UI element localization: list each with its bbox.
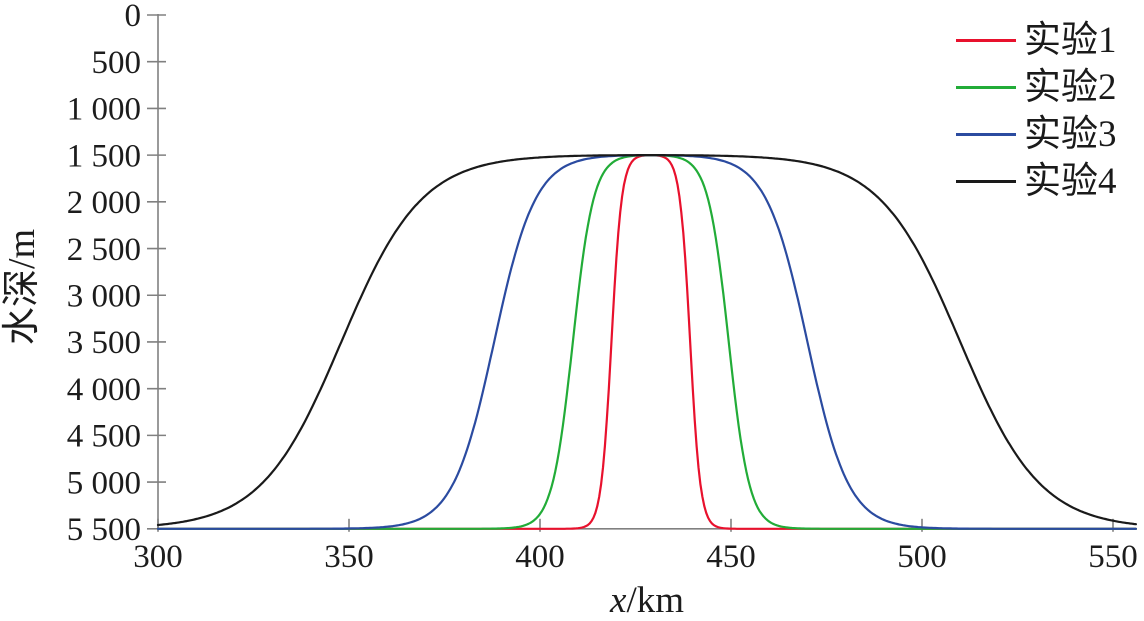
x-tick-label: 550: [1088, 539, 1138, 575]
x-axis-title: x/km: [609, 580, 684, 621]
exp2-line-swatch: [956, 86, 1016, 89]
y-tick-label: 3 500: [67, 325, 141, 361]
legend-label-exp1: 实验1: [1024, 20, 1117, 61]
y-tick-label: 4 000: [67, 372, 141, 408]
x-tick-label: 300: [133, 539, 183, 575]
y-tick-label: 5 500: [67, 512, 141, 548]
x-axis-title-unit: /km: [626, 580, 684, 621]
legend-label-exp3: 实验3: [1024, 114, 1117, 155]
y-tick-label: 0: [125, 0, 142, 34]
x-axis-tick-labels: 300 350 400 450 500 550: [133, 539, 1138, 575]
exp4-line-swatch: [956, 180, 1016, 183]
exp1-line-swatch: [956, 39, 1016, 42]
y-tick-label: 2 500: [67, 232, 141, 268]
y-tick-label: 1 000: [67, 92, 141, 128]
y-tick-label: 2 000: [67, 185, 141, 221]
legend-item-exp2: 实验2: [956, 64, 1117, 111]
y-axis-tick-labels: 0 500 1 000 1 500 2 000 2 500 3 000 3 500 4 000 4…: [67, 0, 141, 548]
legend-item-exp1: 实验1: [956, 17, 1117, 64]
curve-实验1: [156, 154, 1138, 530]
x-tick-label: 500: [897, 539, 947, 575]
y-tick-label: 3 000: [67, 278, 141, 314]
exp3-line-swatch: [956, 133, 1016, 136]
y-tick-label: 1 500: [67, 138, 141, 174]
y-tick-label: 5 000: [67, 465, 141, 501]
legend-label-exp4: 实验4: [1024, 161, 1117, 202]
curve-实验4: [156, 154, 1138, 527]
y-axis-title: 水深/m: [1, 229, 43, 345]
legend-label-exp2: 实验2: [1024, 67, 1117, 108]
curve-实验2: [156, 154, 1138, 530]
legend-item-exp3: 实验3: [956, 111, 1117, 158]
data-curves: [156, 154, 1138, 530]
x-tick-label: 400: [515, 539, 565, 575]
x-tick-label: 350: [324, 539, 374, 575]
y-axis-ticks: [147, 14, 166, 530]
x-axis-title-variable: x: [609, 580, 627, 621]
curve-实验3: [156, 154, 1138, 530]
y-tick-label: 4 500: [67, 419, 141, 455]
x-tick-label: 450: [706, 539, 756, 575]
legend-item-exp4: 实验4: [956, 158, 1117, 205]
legend: 实验1 实验2 实验3 实验4: [956, 17, 1117, 205]
y-tick-label: 500: [92, 45, 142, 81]
